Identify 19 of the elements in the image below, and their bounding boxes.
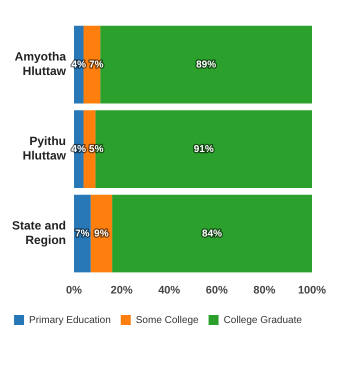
bar [112, 194, 312, 272]
y-tick-label: State and Region [12, 218, 66, 248]
x-tick-label: 100% [298, 284, 326, 296]
x-tick-label: 60% [206, 284, 228, 296]
data-label: 84% [202, 228, 222, 240]
y-tick-label: Amyotha Hluttaw [14, 50, 67, 78]
x-tick-label: 20% [110, 284, 133, 296]
legend-label: Primary Education [29, 314, 111, 326]
data-label: 7% [75, 228, 90, 240]
data-label: 89% [196, 59, 216, 70]
legend-label: Some College [136, 314, 199, 326]
legend-label: College Graduate [224, 314, 302, 326]
data-label: 9% [94, 228, 109, 240]
x-tick-label: 80% [253, 284, 276, 296]
data-label: 91% [194, 144, 214, 155]
x-tick-label: 40% [158, 284, 180, 296]
bar [90, 194, 112, 272]
y-tick-label: Pyithu Hluttaw [22, 134, 67, 163]
x-tick-label: 0% [66, 284, 82, 296]
